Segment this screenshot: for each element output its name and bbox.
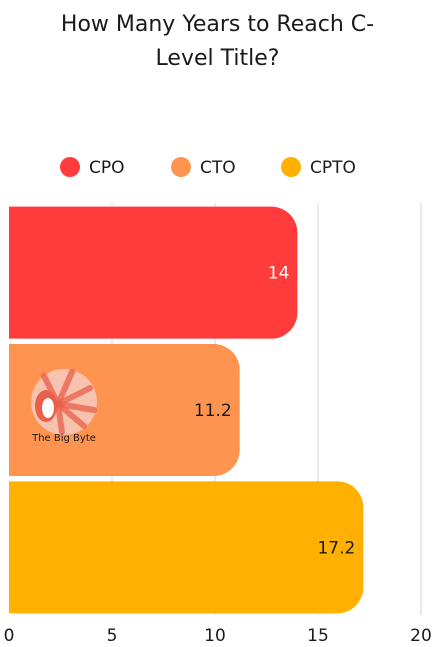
x-tick-label-10: 10	[204, 626, 226, 646]
chart-title: How Many Years to Reach C- Level Title?	[0, 8, 435, 76]
legend-marker-cpto	[281, 157, 301, 177]
legend-label-cpto: CPTO	[310, 158, 356, 178]
chart-title-line-1: How Many Years to Reach C-	[60, 12, 375, 37]
logo-ray-2	[55, 385, 93, 407]
legend-label-cto: CTO	[200, 158, 236, 178]
logo-ray-3	[55, 401, 97, 413]
logo-text: The Big Byte	[31, 433, 96, 444]
data-label-cpto: 17.2	[317, 538, 355, 558]
logo-ray-1	[55, 369, 75, 407]
legend-marker-cpo	[60, 157, 80, 177]
chart-title-line-2: Level Title?	[155, 46, 280, 71]
bar-cpto	[9, 481, 364, 614]
watermark: The Big Byte	[31, 369, 97, 444]
legend-marker-cto	[171, 157, 191, 177]
data-label-cpo: 14	[268, 264, 290, 284]
legend-label-cpo: CPO	[89, 158, 125, 178]
x-tick-label-15: 15	[307, 626, 329, 646]
x-tick-label-0: 0	[4, 626, 15, 646]
logo-ray-5	[55, 401, 65, 435]
x-tick-label-20: 20	[410, 626, 432, 646]
logo-mouth-inner	[42, 398, 54, 418]
chart-legend: CPO CTO CPTO	[60, 157, 356, 178]
x-tick-label-5: 5	[107, 626, 118, 646]
bar-cpo	[9, 206, 298, 339]
data-label-cto: 11.2	[194, 401, 232, 421]
x-axis: 0 5 10 15 20	[4, 626, 432, 646]
logo-ray-4	[55, 401, 87, 429]
